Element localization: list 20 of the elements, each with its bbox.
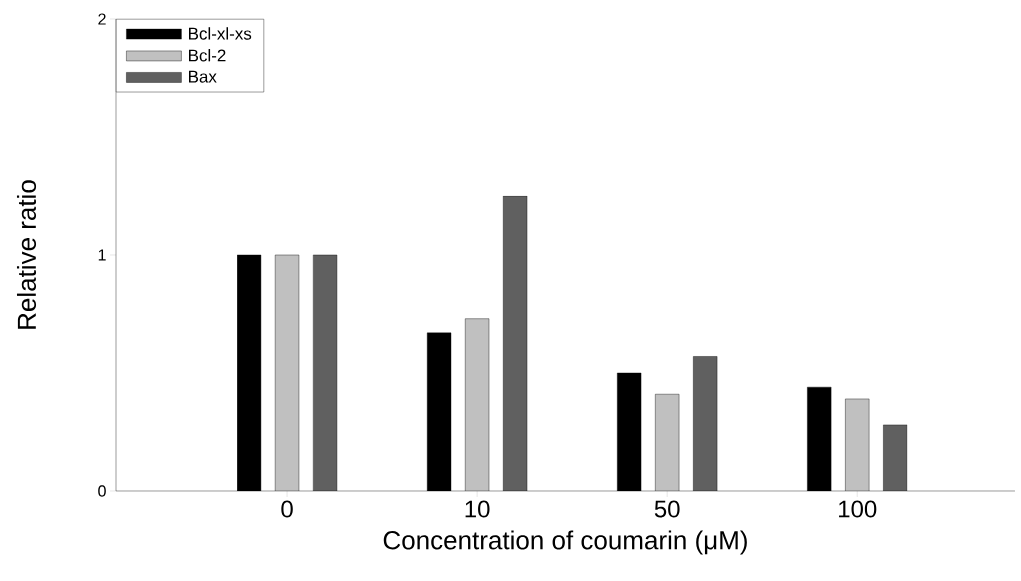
bar (845, 398, 870, 491)
bar (883, 424, 908, 491)
bar (465, 318, 489, 491)
bar (313, 254, 337, 491)
bar (693, 356, 718, 491)
bar (275, 254, 299, 491)
y-tick-label: 0 (98, 485, 106, 497)
legend-label: Bax (189, 70, 217, 83)
x-tick-label: 0 (281, 500, 293, 518)
legend-label: Bcl-xl-xs (189, 27, 252, 40)
x-tick-label: 50 (654, 500, 680, 518)
bar (503, 195, 528, 491)
legend-label: Bcl-2 (189, 49, 226, 62)
bar (655, 394, 680, 491)
x-axis-title: Concentration of coumarin (μM) (383, 530, 747, 555)
y-tick-label: 2 (98, 13, 106, 25)
x-tick-label: 10 (465, 500, 490, 518)
x-tick-label: 100 (839, 500, 877, 518)
y-axis-title: Relative ratio (16, 180, 37, 329)
y-tick-label: 1 (98, 249, 106, 261)
